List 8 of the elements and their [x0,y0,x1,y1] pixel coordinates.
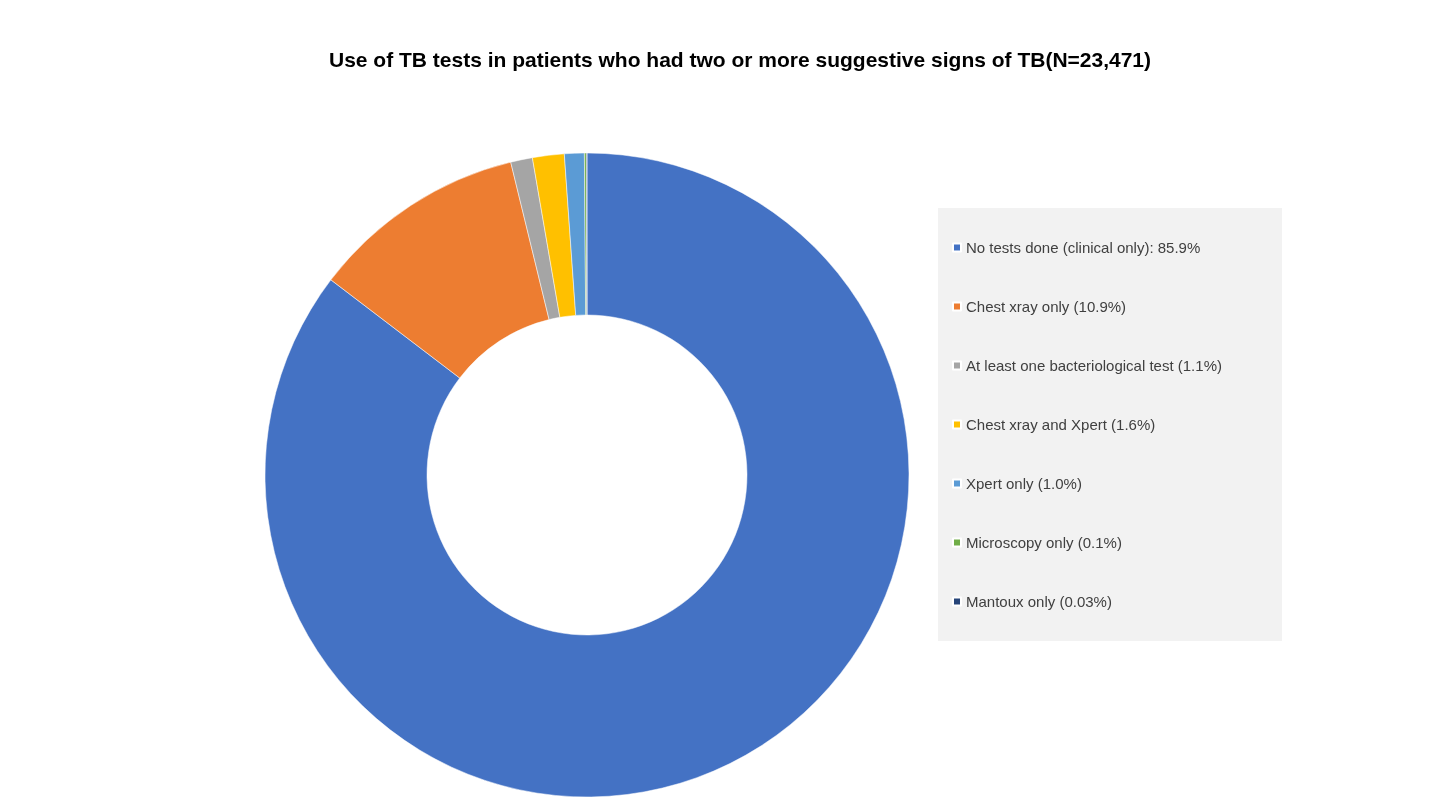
legend-label: Chest xray only (10.9%) [966,298,1127,315]
legend-label: Chest xray and Xpert (1.6%) [966,416,1156,433]
legend-label: No tests done (clinical only): 85.9% [966,239,1201,256]
legend-label: Microscopy only (0.1%) [966,534,1122,551]
legend-label: At least one bacteriological test (1.1%) [966,357,1222,374]
legend-label: Mantoux only (0.03%) [966,593,1112,610]
legend-label: Xpert only (1.0%) [966,475,1082,492]
chart-title: Use of TB tests in patients who had two or more suggestive signs of TB(N=23,471) [328,48,1152,71]
